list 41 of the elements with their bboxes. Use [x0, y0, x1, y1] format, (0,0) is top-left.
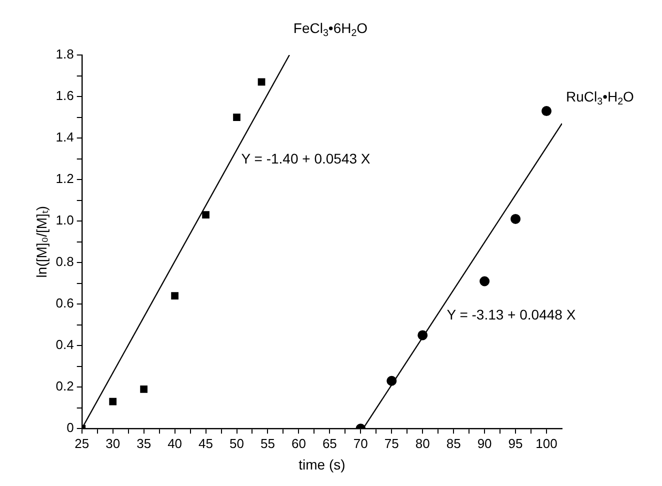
x-tick-label: 55 — [260, 436, 275, 451]
point — [258, 78, 266, 86]
x-tick-label: 90 — [477, 436, 492, 451]
point — [418, 330, 428, 340]
point — [233, 114, 240, 121]
y-tick-label: 0 — [66, 420, 74, 436]
x-tick-label: 95 — [508, 436, 523, 451]
y-tick-label: 1.8 — [56, 46, 74, 62]
annotation: Y = -1.40 + 0.0543 X — [241, 150, 371, 166]
y-tick-label: 1.6 — [56, 88, 74, 104]
x-tick-label: 45 — [198, 436, 214, 451]
x-tick-label: 30 — [106, 436, 120, 451]
point — [542, 106, 552, 116]
x-tick-label: 70 — [353, 436, 368, 451]
x-axis-title: time (s) — [298, 456, 346, 472]
y-tick-label: 0.8 — [56, 254, 74, 270]
x-tick-label: 85 — [446, 436, 461, 451]
y-tick-label: 1.4 — [56, 130, 74, 145]
y-tick-label: 1.2 — [56, 171, 74, 186]
point — [171, 292, 178, 300]
x-tick-label: 40 — [168, 436, 182, 451]
y-tick-label: 0.2 — [56, 378, 74, 394]
y-tick-label: 1.0 — [56, 212, 74, 228]
point — [510, 214, 521, 224]
point — [140, 385, 148, 393]
x-tick-label: 60 — [291, 436, 306, 451]
x-tick-label: 80 — [415, 436, 430, 451]
annotation: Y = -3.13 + 0.0448 X — [446, 306, 576, 323]
x-tick-label: 65 — [322, 436, 337, 451]
x-tick-label: 50 — [230, 436, 244, 451]
y-tick-label: 0.4 — [56, 337, 74, 352]
x-tick-label: 100 — [536, 436, 558, 451]
point — [386, 376, 397, 386]
point — [480, 276, 490, 286]
x-tick-label: 25 — [74, 436, 90, 451]
y-axis-title: ln([M]₀/[M]ₜ) — [33, 206, 50, 278]
point — [109, 398, 117, 406]
x-tick-label: 35 — [136, 436, 152, 451]
y-tick-label: 0.6 — [56, 296, 74, 311]
point — [202, 211, 210, 218]
x-tick-label: 75 — [384, 436, 399, 451]
